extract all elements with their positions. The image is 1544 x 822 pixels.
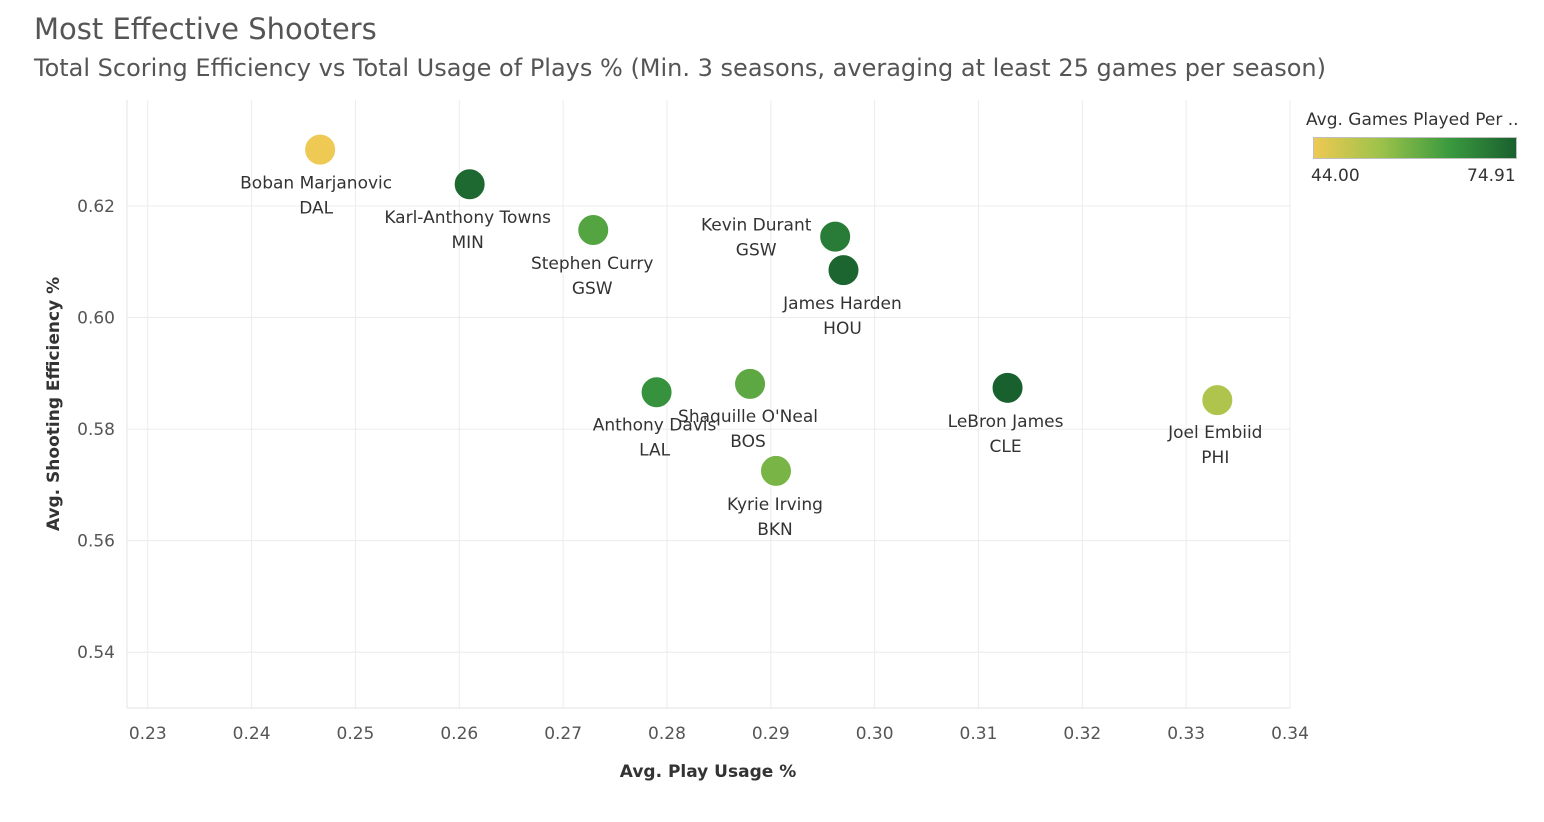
point-team-label: MIN (451, 233, 483, 253)
point-team-label: BOS (730, 432, 766, 452)
x-tick-label: 0.31 (960, 724, 998, 744)
x-tick-label: 0.30 (856, 724, 894, 744)
x-tick-label: 0.26 (440, 724, 478, 744)
point-name-label: Karl-Anthony Towns (384, 208, 551, 228)
data-point (759, 454, 792, 487)
data-point (734, 367, 767, 400)
point-name-label: Kyrie Irving (727, 495, 823, 515)
y-tick-label: 0.54 (77, 643, 115, 663)
point-team-label: BKN (757, 520, 793, 540)
point-name-label: Shaquille O'Neal (678, 407, 818, 427)
point-name-label: Kevin Durant (701, 216, 812, 236)
point-name-label: Stephen Curry (531, 254, 654, 274)
legend-color-ramp (1313, 137, 1517, 159)
x-tick-label: 0.25 (337, 724, 375, 744)
x-tick-label: 0.34 (1271, 724, 1309, 744)
data-point (577, 213, 610, 246)
point-team-label: LAL (639, 440, 670, 460)
x-axis-label: Avg. Play Usage % (620, 762, 796, 782)
y-axis-ticks: 0.54 0.56 0.58 0.60 0.62 (77, 197, 115, 663)
data-point (304, 133, 337, 166)
x-tick-label: 0.33 (1167, 724, 1205, 744)
data-point (819, 220, 852, 253)
point-labels: Boban Marjanovic DAL Karl-Anthony Towns MIN… (240, 174, 1262, 540)
point-team-label: HOU (823, 319, 862, 339)
x-tick-label: 0.29 (752, 724, 790, 744)
point-team-label: GSW (572, 279, 613, 299)
grid-lines (126, 100, 1291, 709)
point-team-label: GSW (736, 241, 777, 261)
point-team-label: CLE (990, 437, 1022, 457)
y-tick-label: 0.58 (77, 420, 115, 440)
data-points (304, 133, 1234, 487)
y-axis-label: Avg. Shooting Efficiency % (44, 277, 64, 531)
chart-title: Most Effective Shooters (34, 12, 377, 46)
x-axis-ticks: 0.23 0.24 0.25 0.26 0.27 0.28 0.29 0.30 0.31 0.32… (129, 724, 1309, 744)
y-tick-label: 0.60 (77, 309, 115, 329)
data-point (640, 376, 673, 409)
point-name-label: Anthony Davis (593, 415, 717, 435)
data-point (827, 254, 860, 287)
x-tick-label: 0.23 (129, 724, 167, 744)
point-name-label: LeBron James (948, 412, 1064, 432)
y-tick-label: 0.56 (77, 532, 115, 552)
point-name-label: Joel Embiid (1167, 423, 1262, 443)
data-point (1201, 384, 1234, 417)
point-name-label: James Harden (782, 294, 902, 314)
legend-min-label: 44.00 (1311, 166, 1360, 186)
chart-subtitle: Total Scoring Efficiency vs Total Usage … (34, 54, 1326, 82)
point-team-label: PHI (1201, 448, 1229, 468)
x-tick-label: 0.28 (648, 724, 686, 744)
data-point (991, 371, 1024, 404)
legend-max-label: 74.91 (1467, 166, 1516, 186)
point-name-label: Boban Marjanovic (240, 174, 392, 194)
legend-title: Avg. Games Played Per .. (1306, 110, 1519, 130)
x-tick-label: 0.24 (233, 724, 271, 744)
x-tick-label: 0.27 (544, 724, 582, 744)
x-tick-label: 0.32 (1063, 724, 1101, 744)
y-tick-label: 0.62 (77, 197, 115, 217)
point-team-label: DAL (299, 199, 333, 219)
data-point (453, 168, 486, 201)
